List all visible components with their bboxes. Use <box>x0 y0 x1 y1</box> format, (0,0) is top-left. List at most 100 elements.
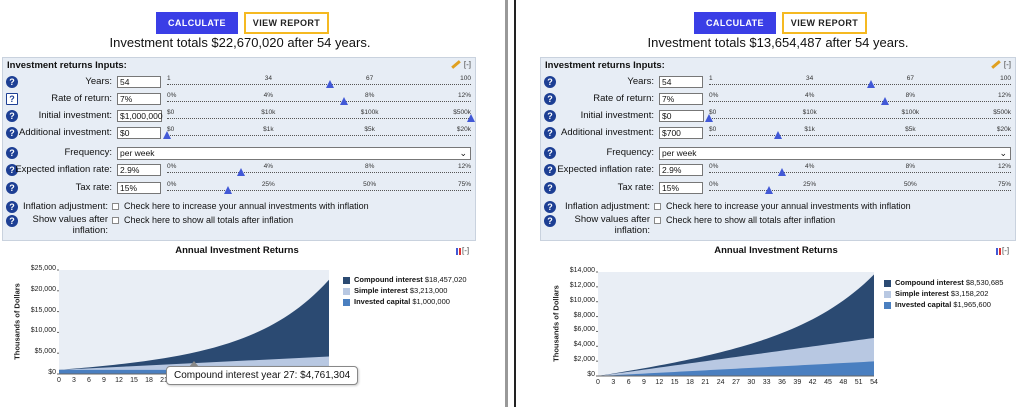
initial-label: Initial investment: <box>580 110 654 121</box>
x-tick-label: 39 <box>793 379 802 386</box>
show-after-inflation-checkbox[interactable] <box>654 217 661 224</box>
rate-slider[interactable]: 0% 4% 8% 12% <box>167 92 471 108</box>
calculator-panel-right: CALCULATE VIEW REPORT Investment totals $1… <box>538 0 1018 407</box>
help-icon[interactable]: ? <box>6 147 18 159</box>
view-report-button[interactable]: VIEW REPORT <box>244 12 329 34</box>
additional-slider-thumb[interactable] <box>774 131 783 139</box>
help-icon[interactable]: ? <box>544 110 556 122</box>
help-icon[interactable]: ? <box>6 164 18 176</box>
x-tick-label: 24 <box>716 379 725 386</box>
tax-input[interactable]: 15% <box>659 182 703 194</box>
show-after-label-line2: inflation: <box>72 225 108 236</box>
additional-input[interactable]: $0 <box>117 127 161 139</box>
calculate-button[interactable]: CALCULATE <box>694 12 776 34</box>
collapse-icon[interactable]: [-] <box>462 246 470 255</box>
x-tick-label: 6 <box>626 379 631 386</box>
initial-slider[interactable]: $0 $10k $100k $500k <box>705 109 1011 125</box>
additional-input[interactable]: $700 <box>659 127 703 139</box>
years-input[interactable]: 54 <box>659 76 703 88</box>
additional-slider-thumb[interactable] <box>163 131 171 139</box>
collapse-icon[interactable]: [-] <box>463 60 471 69</box>
x-tick-label: 42 <box>808 379 817 386</box>
invested-capital-area[interactable] <box>598 361 874 376</box>
help-icon[interactable]: ? <box>6 215 18 227</box>
collapse-icon[interactable]: [-] <box>1002 246 1010 255</box>
help-icon[interactable]: ? <box>6 127 18 139</box>
calculate-button[interactable]: CALCULATE <box>156 12 238 34</box>
tax-slider-thumb[interactable] <box>765 186 774 194</box>
initial-input[interactable]: $1,000,000 <box>117 110 163 122</box>
legend-item[interactable]: Simple interest $3,213,000 <box>343 286 467 297</box>
inflation-input[interactable]: 2.9% <box>117 164 161 176</box>
legend-item[interactable]: Simple interest $3,158,202 <box>884 289 1003 300</box>
years-input[interactable]: 54 <box>117 76 161 88</box>
legend-item[interactable]: Invested capital $1,965,600 <box>884 300 1003 311</box>
tax-input[interactable]: 15% <box>117 182 161 194</box>
x-tick-label: 21 <box>701 379 710 386</box>
frequency-select[interactable]: per week ⌄ <box>659 147 1011 160</box>
help-icon[interactable]: ? <box>544 147 556 159</box>
inflation-input[interactable]: 2.9% <box>659 164 703 176</box>
help-icon[interactable]: ? <box>544 215 556 227</box>
chart-type-icon[interactable] <box>996 248 998 255</box>
scrollbar[interactable] <box>505 0 508 407</box>
collapse-icon[interactable]: [-] <box>1003 60 1011 69</box>
inflation-slider[interactable]: 0% 4% 8% 12% <box>709 163 1011 179</box>
initial-slider[interactable]: $0 $10k $100k $500k <box>167 109 475 125</box>
years-slider-thumb[interactable] <box>325 80 334 88</box>
view-report-button[interactable]: VIEW REPORT <box>782 12 867 34</box>
rate-input[interactable]: 7% <box>659 93 703 105</box>
inputs-header-icons: [-] <box>991 60 1011 70</box>
additional-slider[interactable]: $0 $1k $5k $20k <box>709 126 1011 142</box>
help-icon[interactable]: ? <box>544 201 556 213</box>
inflation-slider-thumb[interactable] <box>778 168 787 176</box>
years-slider[interactable]: 1 34 67 100 <box>709 75 1011 91</box>
help-icon[interactable]: ? <box>544 127 556 139</box>
frequency-select[interactable]: per week ⌄ <box>117 147 471 160</box>
legend-item[interactable]: Compound interest $18,457,020 <box>343 275 467 286</box>
rate-input[interactable]: 7% <box>117 93 161 105</box>
initial-input[interactable]: $0 <box>659 110 704 122</box>
inflation-adjustment-checkbox[interactable] <box>654 203 661 210</box>
help-icon[interactable]: ? <box>544 93 556 105</box>
help-icon[interactable]: ? <box>6 110 18 122</box>
inflation-slider[interactable]: 0% 4% 8% 12% <box>167 163 471 179</box>
tax-slider[interactable]: 0% 25% 50% 75% <box>709 181 1011 197</box>
show-after-inflation-checkbox[interactable] <box>112 217 119 224</box>
rate-slider-tick: 0% <box>167 92 177 99</box>
legend-swatch <box>343 298 350 306</box>
input-row-additional: ? Additional investment: $0 $0 $1k $5k $20k <box>3 126 475 142</box>
initial-slider-thumb[interactable] <box>467 114 475 122</box>
years-slider-thumb[interactable] <box>866 80 875 88</box>
chart-title: Annual Investment Returns <box>175 245 299 256</box>
input-row-initial: ? Initial investment: $0 $0 $10k $100k $500k <box>541 109 1015 125</box>
y-tick-label: $8,000 <box>573 311 595 319</box>
years-slider[interactable]: 1 34 67 100 <box>167 75 471 91</box>
legend-item[interactable]: Invested capital $1,000,000 <box>343 297 467 308</box>
additional-slider[interactable]: $0 $1k $5k $20k <box>163 126 471 142</box>
inflation-slider-thumb[interactable] <box>236 168 245 176</box>
legend-item[interactable]: Compound interest $8,530,685 <box>884 278 1003 289</box>
tax-slider[interactable]: 0% 25% 50% 75% <box>167 181 471 197</box>
rate-slider-tick: 12% <box>457 92 471 99</box>
help-icon[interactable]: ? <box>6 76 18 88</box>
tax-slider-thumb[interactable] <box>223 186 232 194</box>
chart-type-icon[interactable] <box>456 248 458 255</box>
help-icon[interactable]: ? <box>544 164 556 176</box>
input-row-inflation-adjustment: ? Inflation adjustment: Check here to incr… <box>3 200 475 216</box>
initial-slider-thumb[interactable] <box>705 114 713 122</box>
rate-slider-thumb[interactable] <box>881 97 890 105</box>
rate-slider[interactable]: 0% 4% 8% 12% <box>709 92 1011 108</box>
compound-interest-area[interactable] <box>59 279 329 374</box>
y-tick-label: $5,000 <box>34 348 56 356</box>
help-icon[interactable]: ? <box>6 182 18 194</box>
rate-slider-thumb[interactable] <box>340 97 349 105</box>
help-icon[interactable]: ? <box>544 182 556 194</box>
additional-slider-tick: $5k <box>364 126 375 133</box>
help-icon[interactable]: ? <box>6 201 18 213</box>
help-icon[interactable]: ? <box>544 76 556 88</box>
years-slider-tick: 100 <box>1000 75 1011 82</box>
inflation-adjustment-checkbox[interactable] <box>112 203 119 210</box>
help-icon[interactable]: ? <box>6 93 18 105</box>
